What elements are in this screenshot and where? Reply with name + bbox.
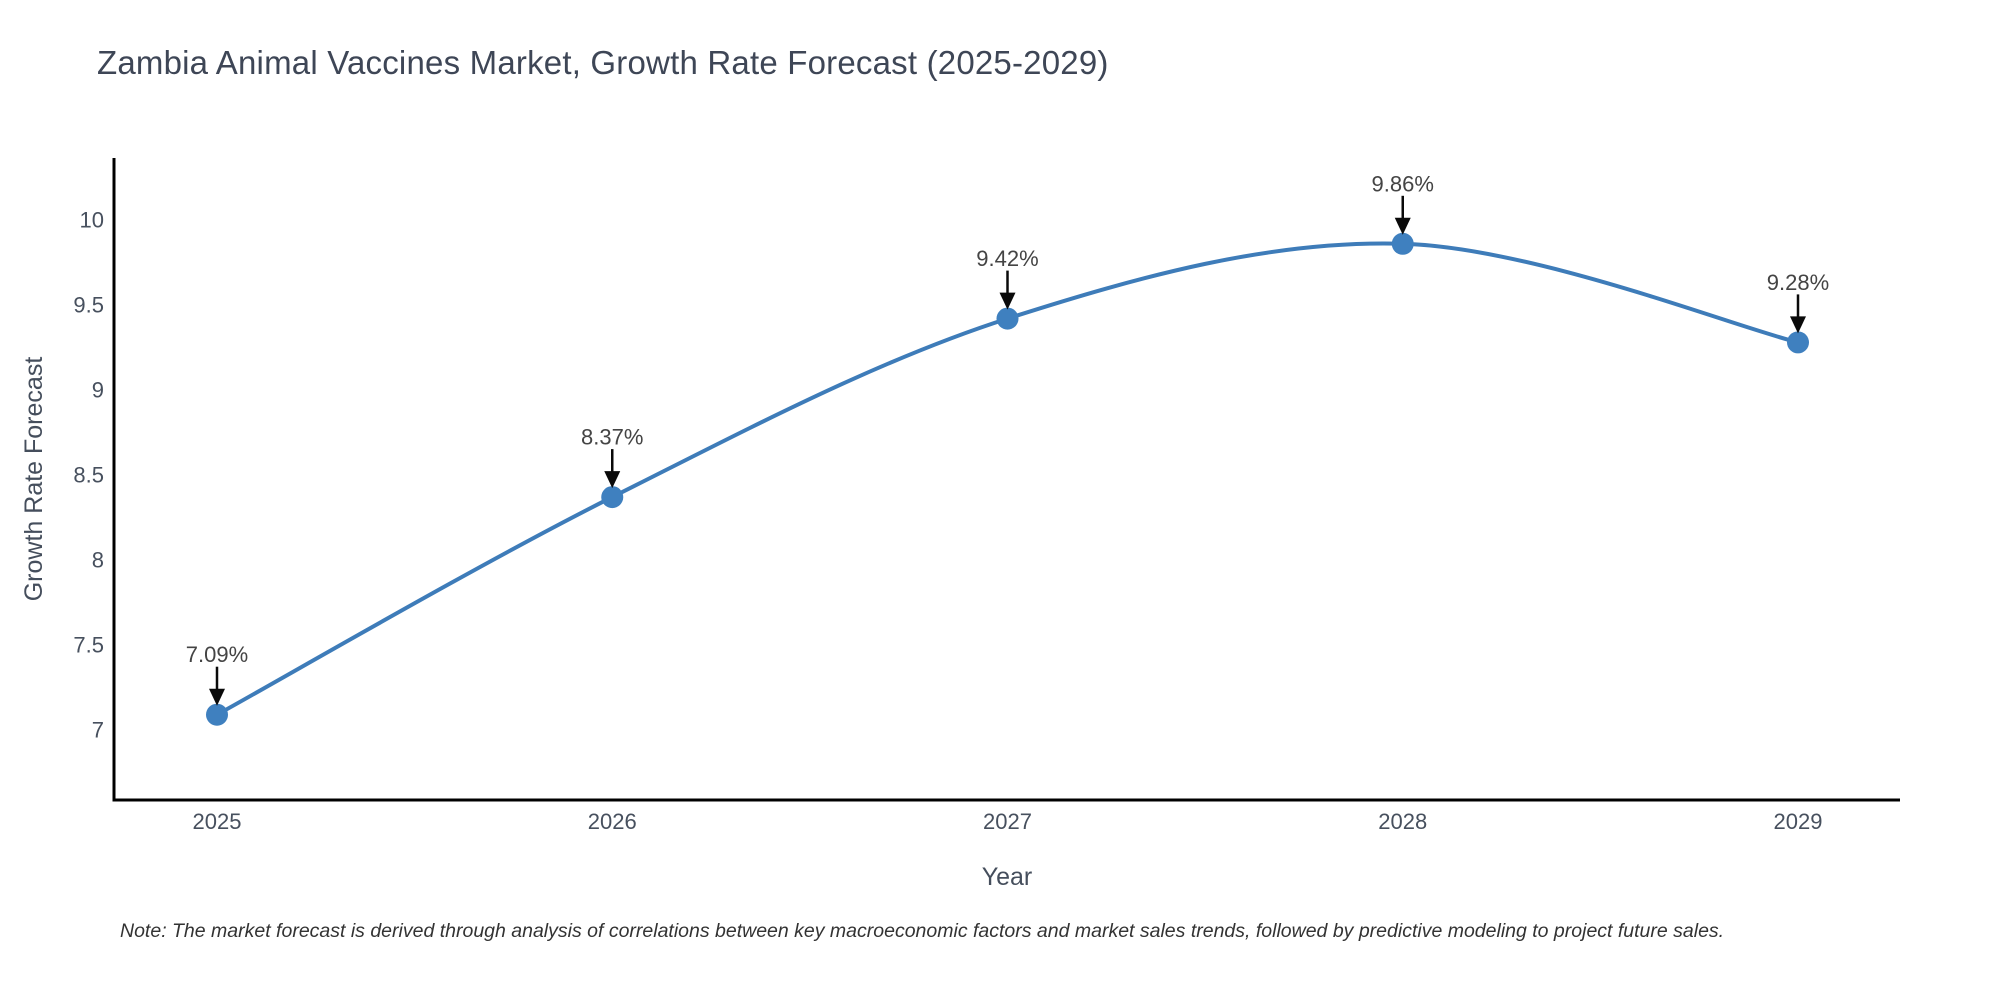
y-tick-label: 8 <box>92 548 104 573</box>
data-point-marker <box>996 307 1019 330</box>
annotation-value-label: 9.86% <box>1372 171 1434 196</box>
x-tick-label: 2025 <box>193 809 242 834</box>
y-tick-label: 9.5 <box>73 293 104 318</box>
data-point-marker <box>601 486 624 509</box>
footnote: Note: The market forecast is derived thr… <box>120 920 1725 942</box>
annotation-arrow-head <box>604 471 621 489</box>
annotation-value-label: 9.42% <box>976 246 1038 271</box>
y-tick-label: 9 <box>92 378 104 403</box>
x-tick-label: 2028 <box>1378 809 1427 834</box>
x-tick-label: 2026 <box>588 809 637 834</box>
annotation-value-label: 7.09% <box>186 642 248 667</box>
y-axis-title: Growth Rate Forecast <box>20 357 48 602</box>
annotation-value-label: 8.37% <box>581 425 643 450</box>
x-tick-label: 2027 <box>983 809 1032 834</box>
y-tick-label: 7.5 <box>73 633 104 658</box>
annotation-arrow-head <box>1790 316 1806 334</box>
annotation-arrow-head <box>999 292 1016 310</box>
y-tick-label: 7 <box>92 718 104 743</box>
chart-title: Zambia Animal Vaccines Market, Growth Ra… <box>97 44 1109 81</box>
data-point-marker <box>206 703 228 726</box>
annotation-arrow-head <box>1394 217 1411 235</box>
y-tick-label: 8.5 <box>73 463 104 488</box>
data-point-marker <box>1787 331 1809 354</box>
x-axis-title: Year <box>982 863 1033 891</box>
x-tick-label: 2029 <box>1774 809 1823 834</box>
annotation-arrow-head <box>209 688 225 706</box>
annotation-value-label: 9.28% <box>1767 270 1829 295</box>
y-tick-label: 10 <box>80 208 104 233</box>
data-point-marker <box>1391 232 1414 255</box>
